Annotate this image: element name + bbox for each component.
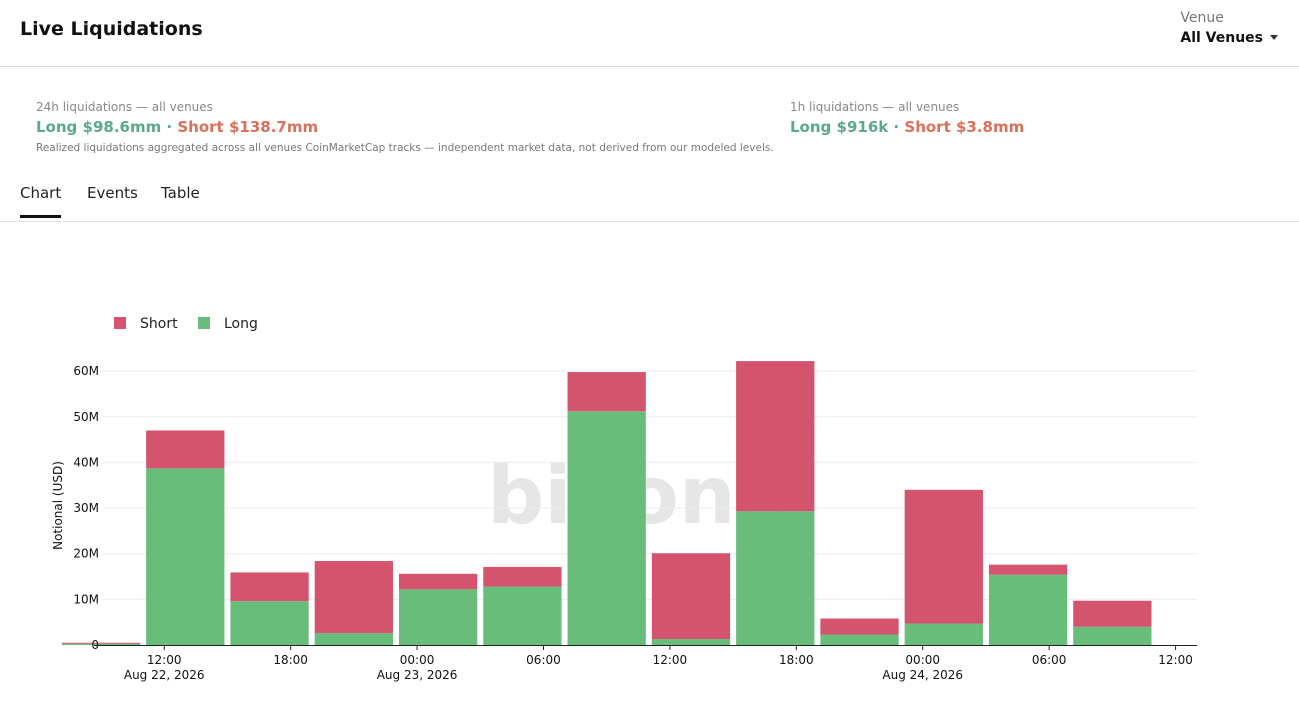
bar-short[interactable] xyxy=(651,553,731,640)
venue-filter: Venue All Venues xyxy=(1180,10,1278,46)
bar-short[interactable] xyxy=(988,564,1068,575)
x-tick-label: 00:00 xyxy=(905,653,940,667)
bar-long[interactable] xyxy=(651,639,731,645)
y-axis-label: Notional (USD) xyxy=(51,461,65,550)
venue-selected: All Venues xyxy=(1180,30,1263,46)
bar-long[interactable] xyxy=(567,411,646,645)
legend-label-short[interactable]: Short xyxy=(140,316,178,332)
legend-swatch-short xyxy=(114,317,126,329)
y-tick-label: 60M xyxy=(73,364,99,378)
y-tick-label: 40M xyxy=(73,455,99,469)
stats-24h-short: Short $138.7mm xyxy=(177,118,319,136)
bar-long[interactable] xyxy=(736,511,815,645)
bar-short[interactable] xyxy=(398,573,478,590)
bar-short[interactable] xyxy=(230,572,309,602)
stats-1h-short: Short $3.8mm xyxy=(904,118,1025,136)
tab-table[interactable]: Table xyxy=(161,184,200,202)
x-tick-date: Aug 22, 2026 xyxy=(124,668,205,682)
bar-long[interactable] xyxy=(988,574,1068,645)
bar-long[interactable] xyxy=(1073,626,1152,645)
caret-down-icon xyxy=(1270,35,1278,40)
x-tick-label: 00:00 xyxy=(400,653,435,667)
stats-1h-label: 1h liquidations — all venues xyxy=(790,100,960,114)
tab-bar: Chart Events Table xyxy=(0,172,1299,222)
page-title: Live Liquidations xyxy=(20,18,203,40)
bar-short[interactable] xyxy=(820,618,899,635)
stats-24h: 24h liquidations — all venues Long $98.6… xyxy=(36,100,774,154)
stats-24h-separator: · xyxy=(161,118,178,136)
legend: Short Long xyxy=(114,316,258,332)
legend-swatch-long xyxy=(198,317,210,329)
bar-long[interactable] xyxy=(146,468,225,645)
bar-long[interactable] xyxy=(820,634,899,645)
axes: 010M20M30M40M50M60MNotional (USD)12:00Au… xyxy=(51,364,1197,682)
y-tick-label: 30M xyxy=(73,501,99,515)
venue-dropdown[interactable]: All Venues xyxy=(1180,30,1278,46)
y-tick-label: 50M xyxy=(73,410,99,424)
bar-short[interactable] xyxy=(567,372,646,412)
bar-short[interactable] xyxy=(483,566,562,587)
venue-label: Venue xyxy=(1180,10,1224,26)
bar-long[interactable] xyxy=(904,623,983,645)
x-tick-label: 06:00 xyxy=(1032,653,1067,667)
y-tick-label: 10M xyxy=(73,592,99,606)
legend-label-long[interactable]: Long xyxy=(224,316,258,332)
x-tick-label: 12:00 xyxy=(1158,653,1193,667)
liquidations-chart: biyond 010M20M30M40M50M60MNotional (USD)… xyxy=(51,316,1197,682)
stats-1h: 1h liquidations — all venues Long $916k … xyxy=(790,100,1024,136)
bar-long[interactable] xyxy=(398,589,478,645)
tab-events[interactable]: Events xyxy=(87,184,138,202)
stats-24h-values: Long $98.6mm · Short $138.7mm xyxy=(36,118,774,136)
bar-short[interactable] xyxy=(314,561,393,634)
bar-short[interactable] xyxy=(1073,600,1152,627)
x-tick-label: 12:00 xyxy=(147,653,182,667)
bar-long[interactable] xyxy=(230,601,309,645)
stats-24h-label: 24h liquidations — all venues xyxy=(36,100,213,114)
bar-long[interactable] xyxy=(61,643,141,645)
bar-long[interactable] xyxy=(314,633,393,645)
stats-1h-long: Long $916k xyxy=(790,118,889,136)
stats-24h-long: Long $98.6mm xyxy=(36,118,162,136)
stats-1h-separator: · xyxy=(888,118,905,136)
bar-short[interactable] xyxy=(904,489,983,624)
x-tick-label: 06:00 xyxy=(526,653,561,667)
x-tick-date: Aug 23, 2026 xyxy=(377,668,458,682)
x-tick-label: 18:00 xyxy=(779,653,814,667)
stats-note: Realized liquidations aggregated across … xyxy=(36,142,774,154)
tab-chart[interactable]: Chart xyxy=(20,184,62,218)
header: Live Liquidations Venue All Venues xyxy=(0,0,1299,67)
y-tick-label: 20M xyxy=(73,547,99,561)
x-tick-date: Aug 24, 2026 xyxy=(882,668,963,682)
bar-short[interactable] xyxy=(61,642,141,644)
x-tick-label: 18:00 xyxy=(273,653,308,667)
bar-short[interactable] xyxy=(146,430,225,469)
x-tick-label: 12:00 xyxy=(653,653,688,667)
bar-short[interactable] xyxy=(736,361,815,512)
bars-group xyxy=(61,361,1152,645)
stats-1h-values: Long $916k · Short $3.8mm xyxy=(790,118,1024,136)
bar-long[interactable] xyxy=(483,586,562,645)
